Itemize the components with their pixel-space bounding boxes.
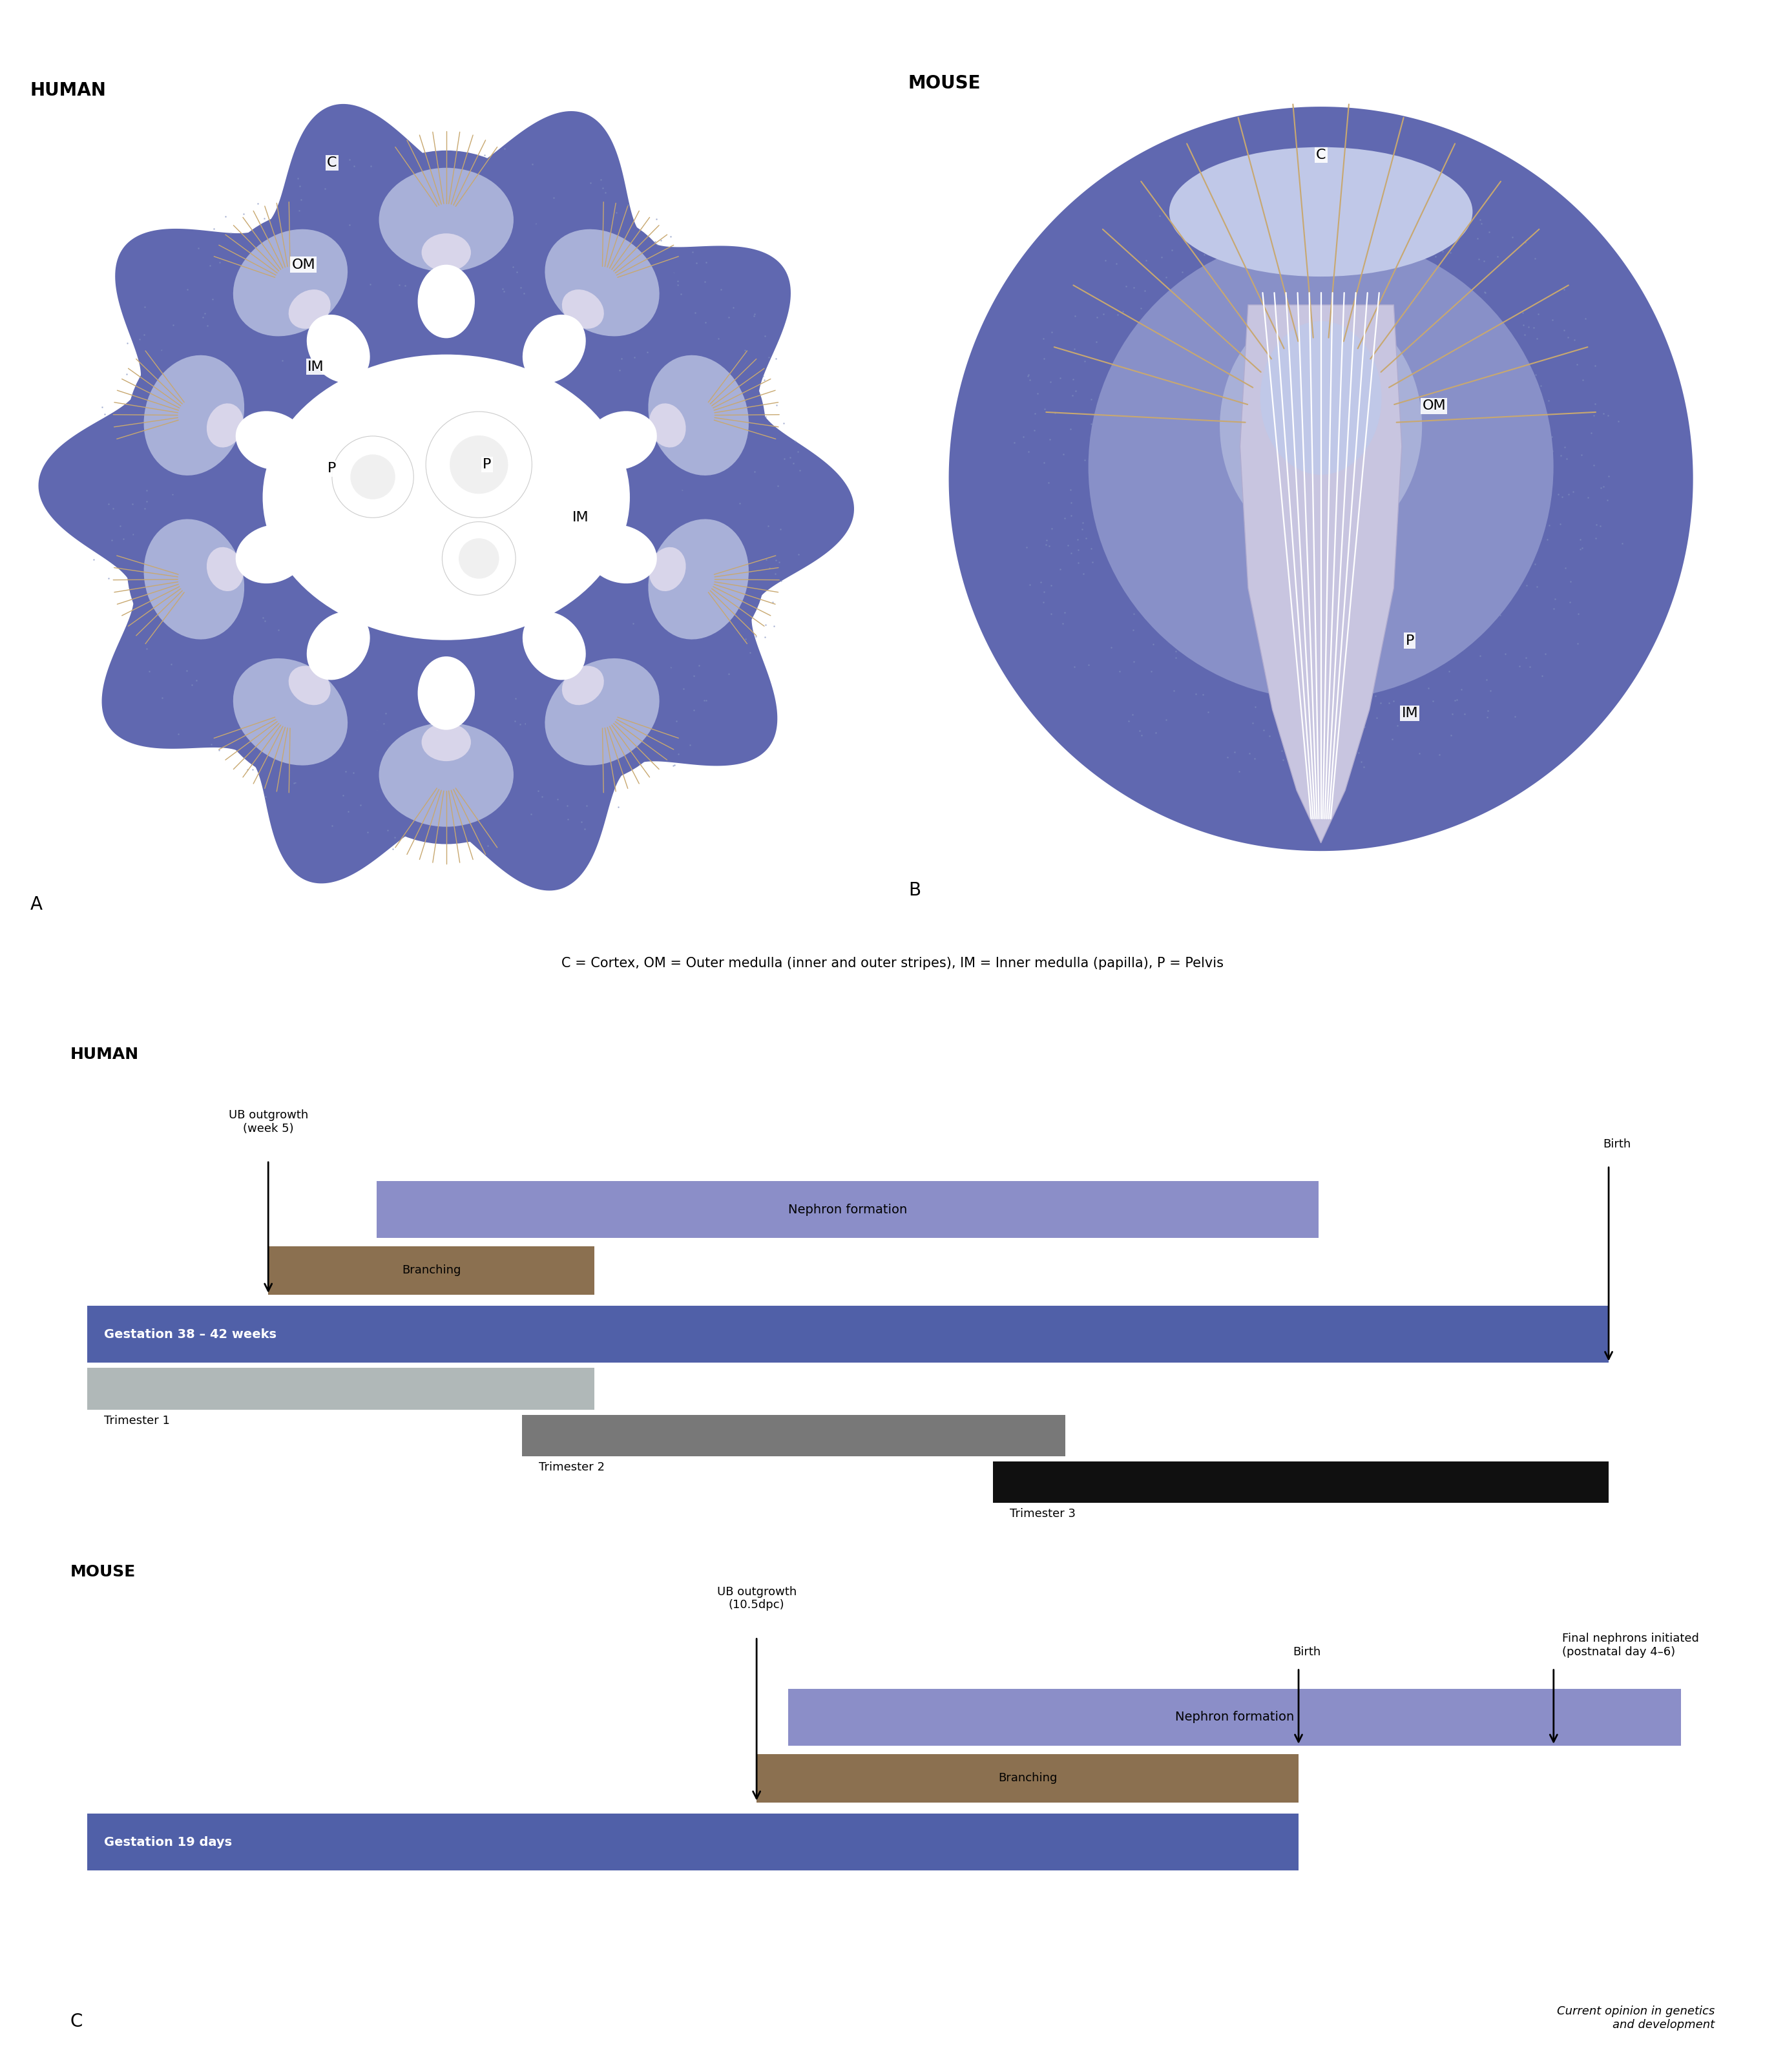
Circle shape xyxy=(443,522,516,595)
Text: OM: OM xyxy=(291,259,316,271)
Text: MOUSE: MOUSE xyxy=(909,75,982,93)
Ellipse shape xyxy=(307,611,369,680)
Ellipse shape xyxy=(544,230,659,336)
Ellipse shape xyxy=(378,723,514,827)
Text: Nephron formation: Nephron formation xyxy=(1175,1711,1294,1724)
Ellipse shape xyxy=(307,315,369,383)
Text: C: C xyxy=(70,2012,82,2031)
FancyBboxPatch shape xyxy=(87,1368,594,1409)
Text: C: C xyxy=(1316,149,1326,162)
Text: Trimester 2: Trimester 2 xyxy=(539,1461,605,1473)
Ellipse shape xyxy=(234,659,348,765)
FancyBboxPatch shape xyxy=(268,1247,594,1295)
Ellipse shape xyxy=(214,211,366,354)
Ellipse shape xyxy=(234,230,348,336)
Text: P: P xyxy=(482,458,491,470)
Ellipse shape xyxy=(421,234,471,271)
Ellipse shape xyxy=(236,410,307,470)
Text: Gestation 38 – 42 weeks: Gestation 38 – 42 weeks xyxy=(104,1328,277,1341)
Ellipse shape xyxy=(648,354,748,474)
Text: OM: OM xyxy=(1423,400,1446,412)
Ellipse shape xyxy=(523,611,585,680)
Text: Nephron formation: Nephron formation xyxy=(789,1204,907,1216)
Text: Final nephrons initiated
(postnatal day 4–6): Final nephrons initiated (postnatal day … xyxy=(1562,1633,1699,1658)
Ellipse shape xyxy=(650,404,685,448)
Ellipse shape xyxy=(1260,321,1382,474)
Text: Birth: Birth xyxy=(1292,1645,1321,1658)
Ellipse shape xyxy=(585,410,657,470)
Ellipse shape xyxy=(1169,147,1473,276)
Ellipse shape xyxy=(145,520,245,640)
Text: Birth: Birth xyxy=(1603,1138,1631,1150)
Text: UB outgrowth
(10.5dpc): UB outgrowth (10.5dpc) xyxy=(718,1585,796,1612)
Text: C: C xyxy=(327,155,337,170)
Circle shape xyxy=(459,539,500,578)
Ellipse shape xyxy=(207,404,243,448)
FancyBboxPatch shape xyxy=(377,1181,1319,1239)
FancyBboxPatch shape xyxy=(521,1415,1066,1457)
Text: Gestation 19 days: Gestation 19 days xyxy=(104,1836,232,1848)
Ellipse shape xyxy=(127,336,261,495)
Text: Branching: Branching xyxy=(402,1264,461,1276)
FancyBboxPatch shape xyxy=(992,1461,1608,1502)
Ellipse shape xyxy=(357,704,536,843)
Ellipse shape xyxy=(262,354,630,640)
Text: IM: IM xyxy=(573,512,589,524)
Ellipse shape xyxy=(214,640,366,783)
Ellipse shape xyxy=(527,640,678,783)
Ellipse shape xyxy=(418,657,475,729)
Ellipse shape xyxy=(527,211,678,354)
Ellipse shape xyxy=(523,315,585,383)
Text: IM: IM xyxy=(1401,707,1417,719)
Text: Branching: Branching xyxy=(998,1772,1057,1784)
Ellipse shape xyxy=(127,499,261,659)
Ellipse shape xyxy=(378,168,514,271)
Text: MOUSE: MOUSE xyxy=(70,1564,136,1579)
Ellipse shape xyxy=(562,290,603,329)
Ellipse shape xyxy=(585,524,657,584)
Circle shape xyxy=(450,435,509,493)
Ellipse shape xyxy=(289,665,330,704)
Circle shape xyxy=(350,454,394,499)
Ellipse shape xyxy=(289,290,330,329)
Ellipse shape xyxy=(544,659,659,765)
Text: P: P xyxy=(328,462,336,474)
Ellipse shape xyxy=(266,358,627,636)
Ellipse shape xyxy=(207,547,243,591)
Ellipse shape xyxy=(421,723,471,760)
Text: Trimester 3: Trimester 3 xyxy=(1010,1508,1076,1519)
Text: C = Cortex, OM = Outer medulla (inner and outer stripes), IM = Inner medulla (pa: C = Cortex, OM = Outer medulla (inner an… xyxy=(562,957,1223,970)
FancyBboxPatch shape xyxy=(789,1689,1681,1745)
Ellipse shape xyxy=(632,336,766,495)
FancyBboxPatch shape xyxy=(757,1753,1298,1803)
Ellipse shape xyxy=(562,665,603,704)
Ellipse shape xyxy=(145,354,245,474)
Polygon shape xyxy=(1241,305,1401,843)
Text: UB outgrowth
(week 5): UB outgrowth (week 5) xyxy=(228,1109,309,1135)
Ellipse shape xyxy=(648,520,748,640)
Text: HUMAN: HUMAN xyxy=(30,81,107,99)
Ellipse shape xyxy=(357,151,536,290)
Circle shape xyxy=(427,412,532,518)
Ellipse shape xyxy=(1089,234,1553,700)
Ellipse shape xyxy=(1219,305,1423,547)
Circle shape xyxy=(332,435,414,518)
Text: P: P xyxy=(1405,634,1414,646)
Ellipse shape xyxy=(418,265,475,338)
Text: B: B xyxy=(909,881,921,899)
Text: HUMAN: HUMAN xyxy=(70,1046,139,1061)
Text: Current opinion in genetics
and development: Current opinion in genetics and developm… xyxy=(1557,2006,1715,2031)
Text: IM: IM xyxy=(307,361,323,373)
FancyBboxPatch shape xyxy=(87,1813,1298,1871)
Ellipse shape xyxy=(632,499,766,659)
Text: Trimester 1: Trimester 1 xyxy=(104,1415,170,1426)
Polygon shape xyxy=(39,104,853,891)
Ellipse shape xyxy=(236,524,307,584)
Polygon shape xyxy=(950,106,1692,852)
Text: A: A xyxy=(30,895,43,914)
Ellipse shape xyxy=(650,547,685,591)
FancyBboxPatch shape xyxy=(87,1305,1608,1363)
